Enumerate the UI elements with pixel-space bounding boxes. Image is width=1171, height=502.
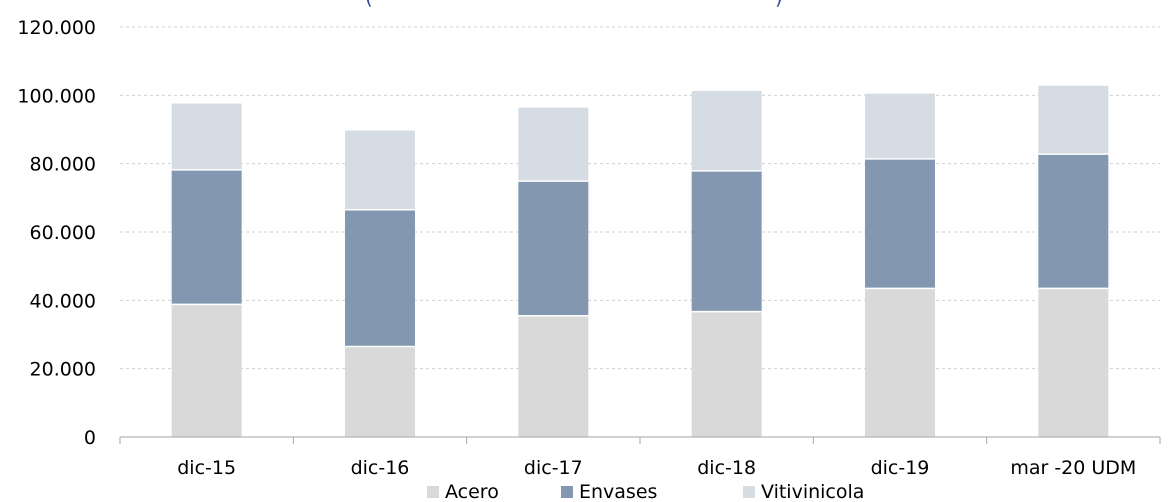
y-tick-label: 40.000 [30, 290, 96, 312]
bar-segment-envases [865, 158, 935, 289]
bar-segment-vitivinicola [1038, 85, 1109, 155]
chart-title-right: ) [775, 0, 783, 9]
bar-segment-acero [345, 346, 415, 437]
bar-segment-acero [691, 311, 762, 437]
bar-segment-vitivinicola [518, 107, 589, 182]
legend-label-envases: Envases [579, 481, 657, 502]
x-tick-label: mar -20 UDM [1010, 457, 1136, 479]
y-tick-label: 120.000 [17, 17, 96, 39]
bar-segment-vitivinicola [171, 103, 242, 170]
bar-segment-vitivinicola [691, 90, 762, 171]
bar-segment-vitivinicola [865, 93, 935, 159]
y-tick-label: 80.000 [30, 154, 96, 176]
x-tick-label: dic-19 [871, 457, 930, 479]
legend-swatch-envases [561, 486, 573, 498]
x-axis: dic-15 dic-16 dic-17 dic-18 dic-19 mar -20 UD… [119, 436, 1161, 479]
bar-segment-acero [518, 315, 589, 437]
x-tick-label: dic-17 [524, 457, 583, 479]
y-tick-label: 100.000 [17, 85, 96, 107]
bar-segment-acero [865, 288, 935, 437]
bar-segment-envases [1038, 154, 1109, 289]
bar-segment-envases [345, 209, 415, 347]
x-tick-label: dic-18 [697, 457, 756, 479]
bar-segment-acero [171, 304, 242, 437]
gridlines [120, 26, 1160, 370]
bar-segment-vitivinicola [345, 130, 415, 210]
legend-swatch-vitivinicola [743, 486, 755, 498]
legend: Acero Envases Vitivinicola [427, 481, 864, 502]
legend-label-acero: Acero [445, 481, 499, 502]
legend-label-vitivinicola: Vitivinicola [761, 481, 864, 502]
x-tick-label: dic-16 [351, 457, 410, 479]
bars [171, 85, 1109, 437]
y-tick-label: 0 [84, 427, 96, 449]
bar-segment-envases [518, 181, 589, 316]
bar-segment-acero [1038, 288, 1109, 437]
bar-segment-envases [171, 169, 242, 305]
bar-segment-envases [691, 170, 762, 312]
x-tick-label: dic-15 [177, 457, 236, 479]
y-tick-label: 60.000 [30, 222, 96, 244]
chart-title-left: ( [365, 0, 373, 9]
y-tick-label: 20.000 [30, 359, 96, 381]
legend-swatch-acero [427, 486, 439, 498]
y-axis: 0 20.000 40.000 60.000 80.000 100.000 120.000 [17, 17, 96, 449]
